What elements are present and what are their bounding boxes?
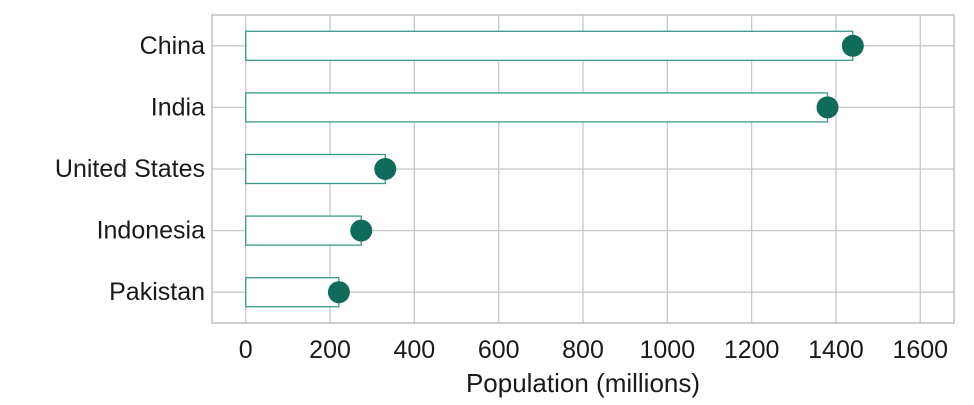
bar-pakistan xyxy=(245,277,340,308)
y-tick-label: Indonesia xyxy=(97,217,206,245)
y-tick-label: United States xyxy=(55,155,205,183)
x-tick-label: 800 xyxy=(562,336,604,364)
points xyxy=(327,34,864,304)
y-tick-label: Pakistan xyxy=(109,278,205,306)
x-tick-label: 1400 xyxy=(808,336,864,364)
bar-china xyxy=(245,30,854,61)
bar-india xyxy=(245,92,829,123)
bars xyxy=(245,30,854,308)
plot-panel-border xyxy=(211,14,955,324)
bar-united-states xyxy=(245,153,386,185)
point-india xyxy=(816,96,839,119)
bar-indonesia xyxy=(245,215,362,246)
x-tick-label: 200 xyxy=(309,336,351,364)
x-tick-label: 1200 xyxy=(724,336,780,364)
point-indonesia xyxy=(350,219,373,242)
x-tick-label: 1000 xyxy=(640,336,696,364)
y-tick-labels: China India United States Indonesia Pakistan xyxy=(55,32,205,306)
x-tick-label: 600 xyxy=(478,336,520,364)
point-united-states xyxy=(374,158,397,180)
point-pakistan xyxy=(327,281,350,304)
x-tick-label: 0 xyxy=(239,336,253,364)
point-china xyxy=(841,34,864,57)
x-tick-label: 400 xyxy=(394,336,436,364)
y-tick-label: India xyxy=(151,93,205,121)
x-tick-labels: 0 200 400 600 800 1000 1200 1400 1600 xyxy=(239,336,948,364)
x-tick-label: 1600 xyxy=(892,336,948,364)
y-tick-label: China xyxy=(140,32,205,60)
x-axis-title: Population (millions) xyxy=(466,368,700,398)
